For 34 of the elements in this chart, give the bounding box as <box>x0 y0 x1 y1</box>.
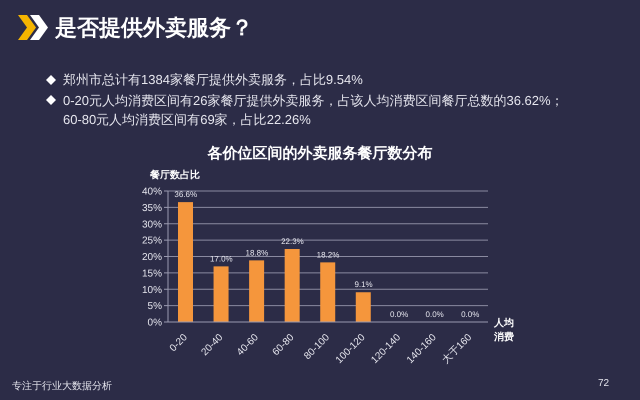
x-tick-label: 0-20 <box>168 332 190 354</box>
data-label: 18.2% <box>316 250 340 260</box>
y-tick-label: 0% <box>148 318 162 329</box>
bar <box>320 262 336 322</box>
y-tick-label: 5% <box>148 301 162 312</box>
data-label: 18.8% <box>246 248 268 258</box>
y-tick-label: 10% <box>142 284 162 296</box>
data-label: 0.0% <box>390 310 408 319</box>
chart-title: 是否提供外卖服务？ <box>55 14 253 42</box>
text: 郑州市总计有1384家餐厅提供外卖服务，占比9.54% <box>63 71 364 88</box>
y-tick-label: 15% <box>142 268 162 280</box>
data-label: 9.1% <box>354 280 373 290</box>
y-tick-label: 20% <box>142 252 162 264</box>
data-label: 22.3% <box>281 236 304 246</box>
bar <box>214 266 229 322</box>
bar <box>356 292 371 322</box>
text: 专注于行业大数据分析 <box>12 380 112 393</box>
y-axis-title: 餐厅数占比 <box>150 168 200 182</box>
data-label: 17.0% <box>210 254 233 264</box>
x-axis-title: 人均消费 <box>494 317 515 345</box>
text: 72 <box>598 378 610 389</box>
data-label: 36.6% <box>174 190 198 200</box>
x-tick-label: 大于160 <box>440 331 475 366</box>
data-label: 0.0% <box>461 310 480 319</box>
bar <box>249 260 264 322</box>
data-label: 0.0% <box>426 310 444 319</box>
bar <box>178 202 193 322</box>
y-tick-label: 35% <box>142 202 162 214</box>
bar <box>284 248 300 322</box>
y-tick-label: 30% <box>142 219 162 230</box>
chart-subtitle: 各价位区间的外卖服务餐厅数分布 <box>206 144 434 163</box>
y-tick-label: 40% <box>142 186 162 198</box>
text: 0-20元人均消费区间有26家餐厅提供外卖服务，占该人均消费区间餐厅总数的36.62%；60-80元人均消费区间有69家，占比22.26% <box>63 92 565 129</box>
y-tick-label: 25% <box>142 236 162 247</box>
